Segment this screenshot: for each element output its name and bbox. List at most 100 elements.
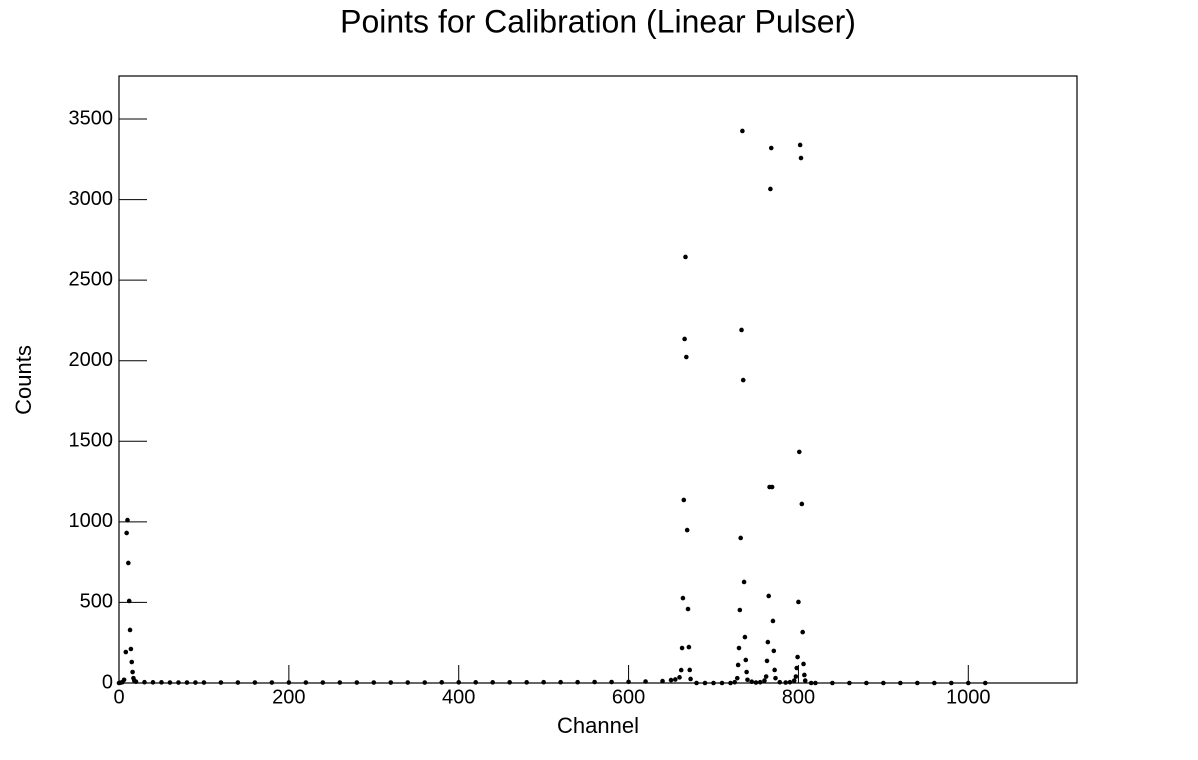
data-point [686, 644, 692, 650]
data-point [558, 679, 563, 685]
data-point [524, 680, 529, 685]
data-point [753, 680, 759, 685]
data-point [681, 497, 687, 503]
data-point [507, 680, 512, 685]
data-point [643, 679, 648, 684]
data-point [787, 679, 793, 685]
data-point [124, 530, 129, 536]
data-point [794, 665, 800, 671]
data-point [801, 661, 806, 667]
data-point [683, 254, 688, 260]
y-tick-label: 2000 [69, 349, 114, 371]
data-point [142, 679, 147, 685]
data-point [121, 677, 127, 683]
data-point [777, 679, 783, 685]
data-point [813, 680, 818, 686]
data-point [193, 680, 198, 685]
data-point [320, 680, 326, 685]
data-point [252, 680, 258, 685]
data-point [768, 186, 773, 192]
data-point [796, 599, 801, 605]
chart-title: Points for Calibration (Linear Pulser) [340, 3, 856, 39]
data-point [123, 649, 129, 655]
y-tick-label: 1500 [69, 430, 114, 452]
data-point [949, 680, 954, 686]
data-point [126, 598, 132, 604]
y-axis-label: Counts [11, 345, 36, 415]
data-point [130, 669, 135, 675]
data-point [802, 672, 807, 678]
data-point [303, 680, 309, 685]
data-point [763, 674, 769, 679]
data-point [742, 634, 748, 640]
data-point [736, 645, 742, 651]
data-point [773, 675, 778, 681]
data-point [749, 679, 755, 685]
data-point [679, 645, 685, 651]
data-point [735, 662, 741, 668]
data-point [881, 680, 886, 686]
data-point [682, 336, 687, 342]
data-point [965, 680, 971, 686]
data-point [765, 639, 771, 645]
data-point [684, 354, 689, 360]
data-point [757, 679, 763, 685]
data-point [830, 680, 835, 686]
data-point [688, 676, 693, 682]
data-point [694, 680, 699, 686]
data-point [793, 674, 799, 679]
data-point [159, 680, 164, 685]
x-tick-label: 400 [442, 686, 475, 708]
data-point [609, 679, 614, 685]
x-tick-label: 200 [272, 686, 305, 708]
data-point [762, 678, 767, 683]
data-point [150, 680, 156, 685]
x-tick-label: 800 [782, 686, 815, 708]
data-point [286, 680, 292, 685]
data-point [791, 678, 797, 683]
data-point [744, 669, 749, 675]
plot-frame [118, 75, 1078, 684]
data-point [354, 680, 360, 685]
data-point [668, 677, 674, 683]
data-point [800, 629, 805, 635]
data-point [795, 654, 800, 660]
data-point [734, 675, 740, 681]
data-point [201, 680, 207, 685]
data-point [269, 680, 275, 685]
data-point [769, 484, 775, 490]
data-point [864, 680, 869, 686]
data-point [678, 667, 684, 673]
data-point [129, 659, 135, 665]
data-point [768, 145, 774, 151]
data-point [898, 680, 903, 686]
data-point [796, 449, 802, 455]
y-tick-label: 500 [80, 591, 113, 613]
data-point [797, 142, 803, 148]
data-point [541, 679, 546, 685]
data-point [127, 627, 133, 633]
data-point [176, 680, 181, 685]
data-point [808, 680, 814, 686]
data-point [685, 606, 691, 612]
data-point [932, 680, 937, 686]
x-axis-label: Channel [557, 713, 639, 738]
data-point [490, 680, 495, 685]
data-point [439, 680, 445, 685]
data-point [711, 680, 716, 686]
y-tick-label: 1000 [69, 510, 114, 532]
y-tick-label: 3500 [69, 107, 114, 129]
data-point [184, 680, 190, 685]
y-tick-label: 0 [102, 671, 113, 693]
y-tick-label: 2500 [69, 268, 114, 290]
x-tick-label: 0 [113, 686, 124, 708]
data-point [677, 675, 682, 680]
data-point [741, 579, 747, 585]
data-point [626, 679, 631, 685]
data-point [235, 680, 241, 685]
data-point [799, 501, 805, 507]
data-point [125, 517, 130, 523]
data-point [915, 680, 920, 686]
data-point [772, 667, 777, 673]
data-point [745, 677, 750, 683]
